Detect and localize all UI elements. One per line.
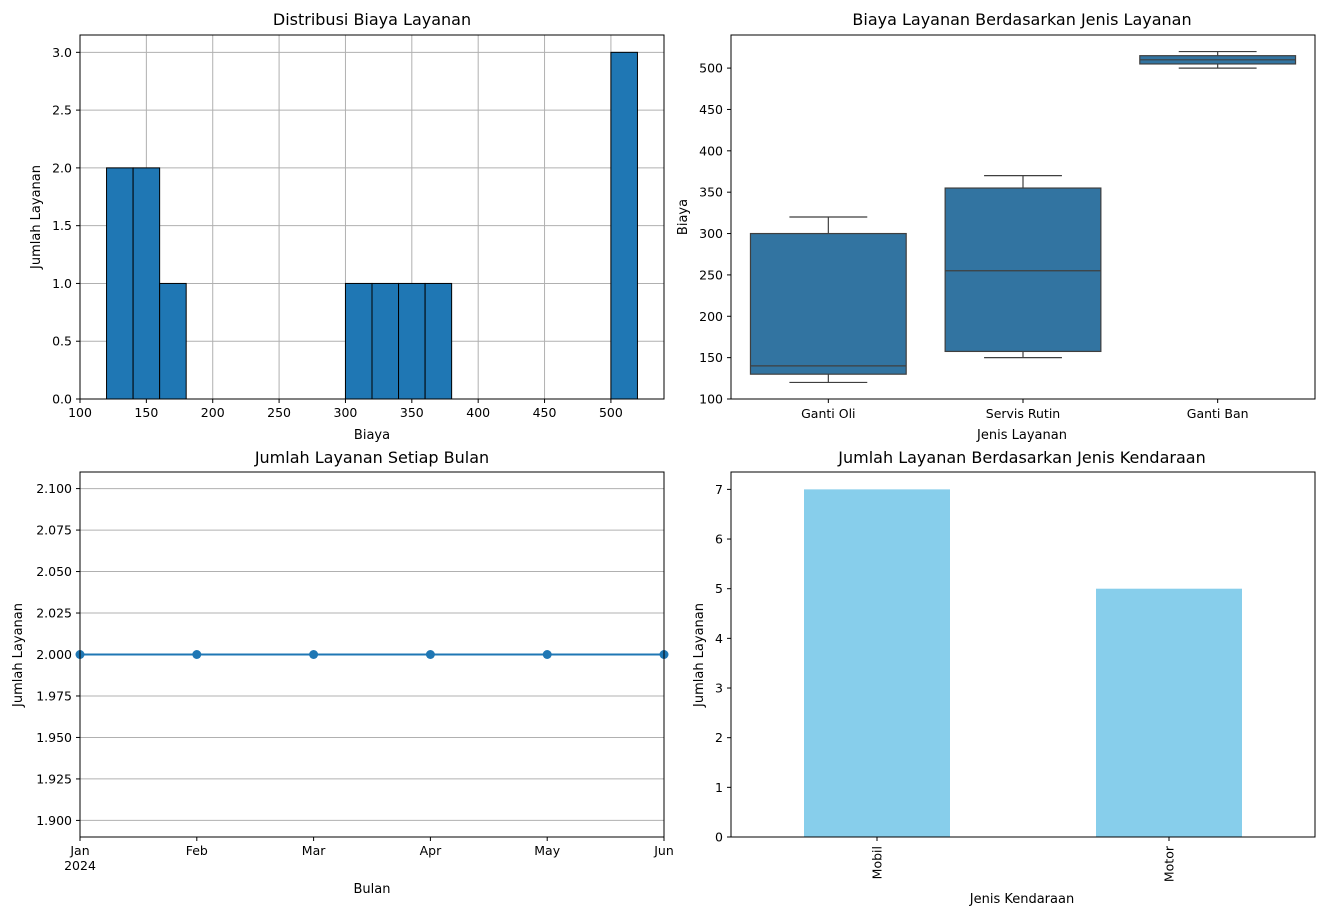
vehicle-bar-y-tick-label: 1: [715, 780, 723, 795]
histogram-ylabel: Jumlah Layanan: [29, 165, 44, 270]
line-point: [425, 650, 435, 659]
histogram-x-tick-label: 450: [533, 405, 557, 420]
line-y-tick-label: 2.075: [36, 523, 72, 538]
histogram-y-tick-label: 1.5: [52, 218, 72, 233]
boxplot-panel: Biaya Layanan Berdasarkan Jenis Layanan …: [676, 10, 1316, 443]
histogram-bar: [610, 51, 638, 400]
vehicle-bar-xlabel: Jenis Kendaraan: [969, 892, 1074, 907]
vehicle-bar: [1096, 588, 1242, 837]
histogram-x-tick-label: 350: [400, 405, 424, 420]
line-y-tick-label: 2.050: [36, 564, 72, 579]
line-point: [309, 650, 319, 659]
line-x-tick-label: Feb: [186, 843, 208, 858]
boxplot-ylabel: Biaya: [676, 199, 691, 235]
line-y-tick-label: 1.950: [36, 730, 72, 745]
vehicle-bar-x-tick-label: Mobil: [870, 846, 885, 879]
histogram-bar: [424, 282, 453, 400]
line-ylabel: Jumlah Layanan: [11, 603, 26, 708]
histogram-x-tick-label: 300: [334, 405, 358, 420]
histogram-title: Distribusi Biaya Layanan: [273, 10, 471, 29]
histogram-bar: [344, 282, 373, 400]
line-y-tick-label: 2.100: [36, 481, 72, 496]
vehicle-bar-axes-frame: [730, 471, 1316, 838]
boxplot-x-tick-label: Ganti Ban: [1187, 406, 1249, 421]
line-point: [192, 650, 202, 659]
histogram-panel: Distribusi Biaya Layanan Biaya Jumlah La…: [29, 10, 665, 443]
line-x-tick-label: Jun: [653, 843, 674, 858]
boxplot-title: Biaya Layanan Berdasarkan Jenis Layanan: [852, 10, 1191, 29]
vehicle-bar: [804, 489, 950, 837]
line-y-tick-label: 1.975: [36, 688, 72, 703]
vehicle-bar-y-tick-label: 3: [715, 681, 723, 696]
boxplot-y-tick-label: 400: [699, 143, 723, 158]
vehicle-bar-x-tick-label: Motor: [1162, 845, 1177, 882]
histogram-y-tick-label: 0.0: [52, 392, 72, 407]
vehicle-bar-y-tick-label: 6: [715, 532, 723, 547]
vehicle-bar-title: Jumlah Layanan Berdasarkan Jenis Kendara…: [837, 448, 1205, 467]
histogram-x-tick-label: 250: [267, 405, 291, 420]
line-axes-frame: [79, 471, 665, 838]
vehicle-bar-y-tick-label: 2: [715, 730, 723, 745]
vehicle-bar-y-tick-label: 7: [715, 482, 723, 497]
line-x-year-label: 2024: [64, 858, 96, 873]
histogram-bar: [106, 167, 134, 400]
boxplot-axes-frame: [730, 34, 1316, 400]
boxplot-xlabel: Jenis Layanan: [976, 428, 1067, 443]
histogram-y-tick-label: 1.0: [52, 276, 72, 291]
boxplot-y-tick-label: 100: [699, 392, 723, 407]
vehicle-bar-y-tick-label: 4: [715, 631, 723, 646]
boxplot-y-tick-label: 500: [699, 61, 723, 76]
histogram-x-tick-label: 200: [201, 405, 225, 420]
line-x-tick-label: May: [534, 843, 560, 858]
line-x-tick-label: Mar: [302, 843, 326, 858]
vehicle-bar-y-tick-label: 0: [715, 830, 723, 845]
histogram-y-tick-label: 2.5: [52, 103, 72, 118]
histogram-bar: [371, 282, 400, 400]
boxplot-box: [749, 232, 907, 375]
histogram-y-tick-label: 3.0: [52, 45, 72, 60]
histogram-xlabel: Biaya: [354, 428, 390, 443]
boxplot-x-tick-label: Servis Rutin: [986, 406, 1060, 421]
line-y-tick-label: 1.925: [36, 771, 72, 786]
histogram-x-tick-label: 400: [466, 405, 490, 420]
line-panel: Jumlah Layanan Setiap Bulan Bulan Jumlah…: [11, 448, 674, 897]
line-y-tick-label: 2.000: [36, 647, 72, 662]
boxplot-x-tick-label: Ganti Oli: [801, 406, 855, 421]
boxplot-y-tick-label: 350: [699, 185, 723, 200]
line-point: [542, 650, 552, 659]
boxplot-y-tick-label: 250: [699, 267, 723, 282]
boxplot-y-tick-label: 150: [699, 350, 723, 365]
boxplot-y-tick-label: 450: [699, 102, 723, 117]
line-y-tick-label: 1.900: [36, 813, 72, 828]
histogram-axes-frame: [79, 34, 665, 400]
histogram-bar: [132, 167, 161, 400]
vehicle-bar-y-tick-label: 5: [715, 581, 723, 596]
boxplot-y-tick-label: 300: [699, 226, 723, 241]
line-x-tick-label: Apr: [420, 843, 442, 858]
vehicle-bar-panel: Jumlah Layanan Berdasarkan Jenis Kendara…: [692, 448, 1316, 907]
line-xlabel: Bulan: [354, 882, 391, 897]
line-x-tick-label: Jan: [69, 843, 89, 858]
histogram-y-tick-label: 2.0: [52, 160, 72, 175]
histogram-x-tick-label: 100: [68, 405, 92, 420]
line-y-tick-label: 2.025: [36, 606, 72, 621]
vehicle-bar-ylabel: Jumlah Layanan: [692, 603, 707, 708]
boxplot-y-tick-label: 200: [699, 309, 723, 324]
histogram-bar: [398, 282, 426, 400]
histogram-bar: [159, 282, 187, 400]
histogram-y-tick-label: 0.5: [52, 334, 72, 349]
line-title: Jumlah Layanan Setiap Bulan: [254, 448, 489, 467]
histogram-x-tick-label: 500: [599, 405, 623, 420]
histogram-x-tick-label: 150: [134, 405, 158, 420]
boxplot-box: [944, 187, 1102, 353]
